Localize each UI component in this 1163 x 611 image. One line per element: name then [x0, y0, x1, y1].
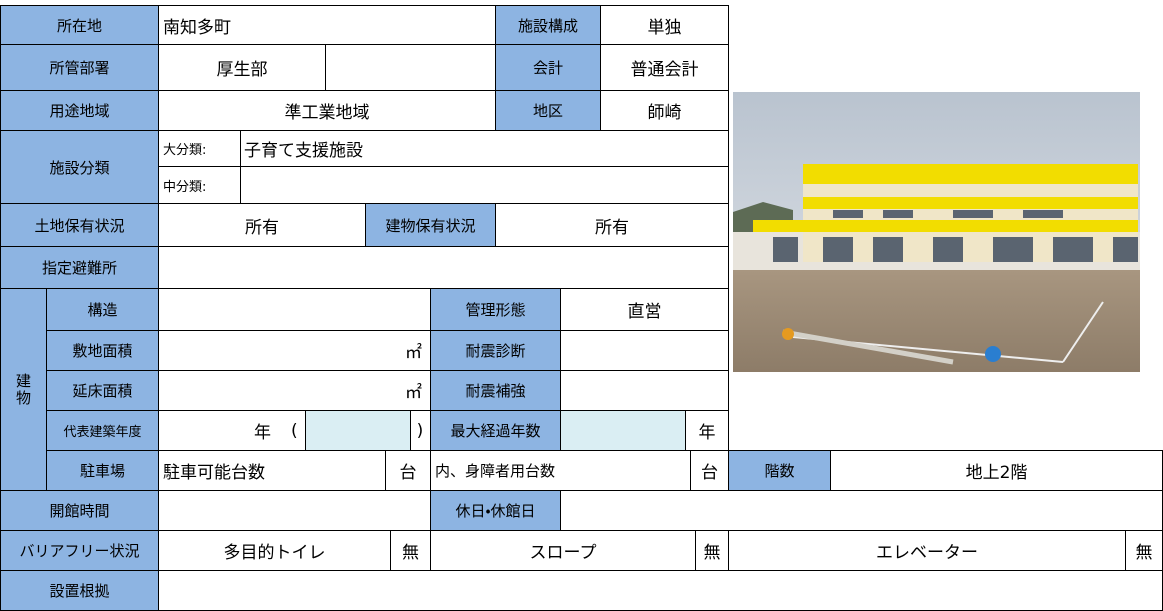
unit-cell: ㎡ — [158, 370, 431, 411]
label-cell: 用途地域 — [0, 90, 159, 131]
label-cell: 休日・休館日 — [430, 490, 561, 531]
label-cell: 駐車場 — [46, 450, 159, 491]
label-cell: 構造 — [46, 288, 159, 331]
value-cell: エレベーター — [728, 530, 1126, 571]
sub-label: 中分類: — [158, 166, 241, 204]
unit-cell: ) — [410, 410, 431, 451]
label-cell: 建物 — [0, 288, 47, 491]
empty-cell — [305, 410, 411, 451]
value-cell: 師崎 — [600, 90, 729, 131]
label-cell: 会計 — [495, 44, 601, 91]
value-cell: 厚生部 — [158, 44, 326, 91]
unit-cell: 台 — [690, 450, 729, 491]
value-cell: 無 — [695, 530, 729, 571]
label-cell: 最大経過年数 — [430, 410, 561, 451]
empty-cell — [158, 490, 431, 531]
label-cell: 地区 — [495, 90, 601, 131]
value-cell: スロープ — [430, 530, 696, 571]
facility-photo — [733, 92, 1140, 372]
empty-cell — [560, 330, 729, 371]
empty-cell — [325, 44, 496, 91]
value-cell: 地上2階 — [830, 450, 1163, 491]
empty-cell: 年( — [158, 410, 306, 451]
label-cell: 所管部署 — [0, 44, 159, 91]
sub-label: 大分類: — [158, 130, 241, 167]
label-cell: 所在地 — [0, 5, 159, 45]
empty-cell — [158, 570, 1163, 611]
unit-text: ( — [291, 420, 298, 441]
label-cell: 敷地面積 — [46, 330, 159, 371]
value-cell: 直営 — [560, 288, 729, 331]
unit-cell: 年 — [685, 410, 729, 451]
value-cell: 普通会計 — [600, 44, 729, 91]
empty-cell — [158, 166, 729, 204]
value-cell: 駐車可能台数 — [158, 450, 386, 491]
empty-cell — [560, 370, 729, 411]
value-cell: 多目的トイレ — [158, 530, 391, 571]
label-cell: 土地保有状況 — [0, 203, 159, 247]
empty-cell — [560, 490, 1163, 531]
label-cell: 延床面積 — [46, 370, 159, 411]
label-cell: 代表建築年度 — [46, 410, 159, 451]
label-cell: 耐震補強 — [430, 370, 561, 411]
value-cell: 準工業地域 — [158, 90, 496, 131]
unit-text: 年 — [254, 423, 271, 443]
value-cell: 南知多町 — [158, 5, 496, 45]
value-cell: 所有 — [158, 203, 366, 247]
value-cell: 無 — [390, 530, 431, 571]
label-cell: 指定避難所 — [0, 246, 159, 289]
unit-cell: ㎡ — [158, 330, 431, 371]
value-cell: 単独 — [600, 5, 729, 45]
label-cell: 階数 — [728, 450, 831, 491]
label-cell: バリアフリー状況 — [0, 530, 159, 571]
empty-cell — [158, 246, 729, 289]
value-cell: 内、身障者用台数 — [430, 450, 691, 491]
value-cell: 無 — [1125, 530, 1163, 571]
label-cell: 管理形態 — [430, 288, 561, 331]
label-cell: 耐震診断 — [430, 330, 561, 371]
label-cell: 建物保有状況 — [365, 203, 496, 247]
label-cell: 施設分類 — [0, 130, 159, 204]
label-cell: 施設構成 — [495, 5, 601, 45]
empty-cell — [560, 410, 686, 451]
label-cell: 開館時間 — [0, 490, 159, 531]
unit-cell: 台 — [385, 450, 431, 491]
value-cell: 所有 — [495, 203, 729, 247]
empty-cell — [158, 288, 431, 331]
label-cell: 設置根拠 — [0, 570, 159, 611]
value-cell: 子育て支援施設 — [240, 130, 729, 167]
